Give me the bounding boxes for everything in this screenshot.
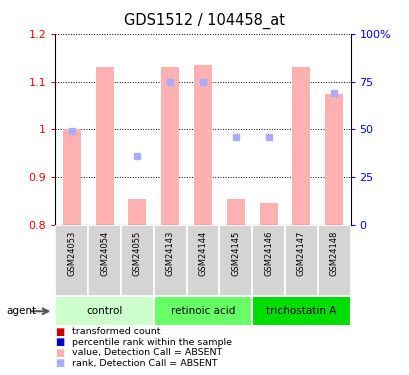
Text: GSM24053: GSM24053 xyxy=(67,231,76,276)
Bar xyxy=(284,225,317,296)
Bar xyxy=(153,225,186,296)
Bar xyxy=(226,199,244,225)
Bar xyxy=(259,204,277,225)
Text: GSM24145: GSM24145 xyxy=(231,231,240,276)
Text: percentile rank within the sample: percentile rank within the sample xyxy=(72,338,231,347)
Text: control: control xyxy=(86,306,122,316)
Bar xyxy=(324,93,342,225)
Text: value, Detection Call = ABSENT: value, Detection Call = ABSENT xyxy=(72,348,221,357)
Text: GSM24143: GSM24143 xyxy=(165,231,174,276)
Text: ■: ■ xyxy=(55,338,65,347)
Bar xyxy=(317,225,350,296)
Text: GSM24148: GSM24148 xyxy=(329,231,338,276)
Bar xyxy=(219,225,252,296)
Bar xyxy=(186,225,219,296)
Text: GDS1512 / 104458_at: GDS1512 / 104458_at xyxy=(124,13,285,29)
Text: rank, Detection Call = ABSENT: rank, Detection Call = ABSENT xyxy=(72,359,217,368)
Bar xyxy=(128,199,146,225)
Text: GSM24146: GSM24146 xyxy=(263,231,272,276)
Bar xyxy=(55,225,88,296)
Text: trichostatin A: trichostatin A xyxy=(265,306,336,316)
Bar xyxy=(252,225,284,296)
Text: ■: ■ xyxy=(55,348,65,358)
Bar xyxy=(95,67,113,225)
Bar xyxy=(193,65,211,225)
Bar xyxy=(252,296,350,326)
Bar xyxy=(63,129,81,225)
Bar xyxy=(292,67,310,225)
Text: retinoic acid: retinoic acid xyxy=(170,306,235,316)
Text: transformed count: transformed count xyxy=(72,327,160,336)
Bar xyxy=(55,296,153,326)
Text: GSM24054: GSM24054 xyxy=(100,231,109,276)
Bar xyxy=(121,225,153,296)
Text: GSM24147: GSM24147 xyxy=(296,231,305,276)
Text: GSM24055: GSM24055 xyxy=(133,231,142,276)
Text: ■: ■ xyxy=(55,327,65,337)
Bar xyxy=(153,296,252,326)
Text: ■: ■ xyxy=(55,358,65,368)
Text: GSM24144: GSM24144 xyxy=(198,231,207,276)
Text: agent: agent xyxy=(6,306,36,316)
Bar xyxy=(161,67,179,225)
Bar xyxy=(88,225,121,296)
